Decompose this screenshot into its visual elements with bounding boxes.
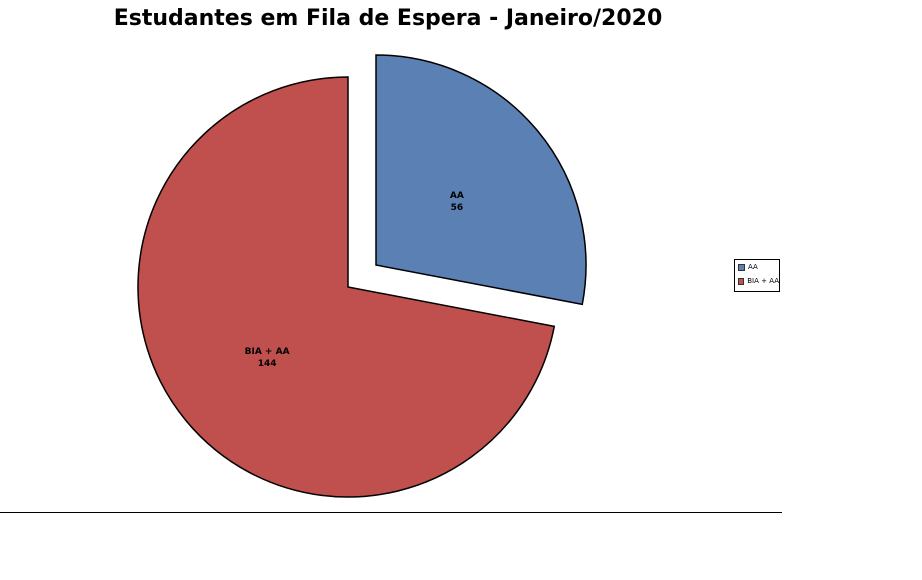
pie-slice-bia-aa	[137, 76, 556, 498]
legend-label: AA	[748, 263, 758, 271]
legend-label: BIA + AA	[747, 277, 779, 285]
data-label-category: BIA + AA	[245, 347, 290, 357]
legend-swatch-bia-aa	[738, 277, 745, 285]
chart-title: Estudantes em Fila de Espera - Janeiro/2…	[113, 6, 663, 31]
pie-slice-aa	[375, 54, 587, 306]
data-label-value: 56	[451, 203, 464, 213]
data-label-value: 144	[258, 359, 277, 369]
data-label-category: AA	[450, 191, 464, 201]
legend-item-bia-aa: BIA + AA	[735, 274, 779, 288]
legend-swatch-aa	[738, 263, 745, 271]
legend: AA BIA + AA	[734, 259, 780, 292]
divider-line	[0, 512, 782, 513]
legend-item-aa: AA	[735, 260, 779, 274]
